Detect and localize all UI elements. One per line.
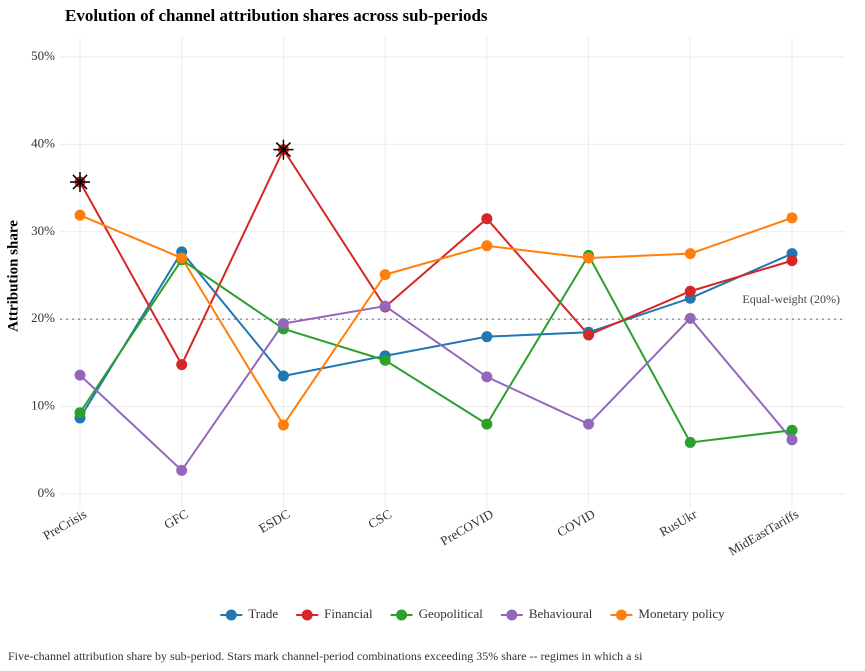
- caption: Five-channel attribution share by sub-pe…: [8, 649, 643, 663]
- data-point: [74, 209, 86, 221]
- data-point: [176, 252, 188, 264]
- legend-marker: [615, 609, 627, 621]
- legend-item: Trade: [220, 606, 278, 621]
- data-point: [786, 212, 798, 224]
- legend-label: Financial: [324, 606, 373, 621]
- data-point: [74, 369, 86, 381]
- data-point: [74, 407, 86, 419]
- legend-item: Behavioural: [500, 606, 593, 621]
- data-point: [684, 248, 696, 260]
- data-point: [277, 318, 289, 330]
- data-point: [176, 464, 188, 476]
- y-tick-label: 40%: [31, 135, 55, 150]
- legend-label: Behavioural: [529, 606, 593, 621]
- star-marker: [70, 171, 90, 192]
- reference-label: Equal-weight (20%): [742, 292, 840, 306]
- legend-marker: [506, 609, 518, 621]
- data-point: [481, 213, 493, 225]
- series-line: [79, 250, 793, 419]
- star-stroke: [72, 174, 88, 190]
- data-point: [379, 354, 391, 366]
- legend-item: Financial: [296, 606, 373, 621]
- data-point: [481, 240, 493, 252]
- star-stroke: [275, 142, 292, 158]
- data-point: [786, 434, 798, 446]
- data-point: [481, 371, 493, 383]
- data-point: [481, 418, 493, 430]
- chart-title: Evolution of channel attribution shares …: [65, 6, 488, 25]
- data-point: [583, 329, 595, 341]
- data-point: [786, 424, 798, 436]
- y-tick-label: 50%: [31, 48, 55, 63]
- legend-label: Geopolitical: [419, 606, 484, 621]
- data-point: [481, 331, 493, 343]
- data-point: [786, 255, 798, 267]
- data-point: [583, 418, 595, 430]
- legend-marker: [396, 609, 408, 621]
- legend-marker: [301, 609, 313, 621]
- y-axis-label: Attribution share: [5, 220, 21, 332]
- legend-marker: [225, 609, 237, 621]
- data-point: [684, 285, 696, 297]
- data-point: [277, 419, 289, 431]
- y-tick-label: 20%: [31, 310, 55, 325]
- legend-item: Geopolitical: [390, 606, 484, 621]
- data-point: [379, 269, 391, 281]
- legend-item: Monetary policy: [610, 606, 725, 621]
- series-line: [79, 214, 793, 427]
- y-tick-label: 0%: [38, 485, 56, 500]
- star-marker: [273, 139, 294, 160]
- series-line: [79, 147, 793, 367]
- data-point: [684, 436, 696, 448]
- data-point: [277, 370, 289, 382]
- data-point: [379, 300, 391, 312]
- series-line: [79, 305, 793, 472]
- data-point: [176, 359, 188, 371]
- data-point: [684, 312, 696, 324]
- legend-label: Trade: [248, 606, 278, 621]
- legend-label: Monetary policy: [638, 606, 725, 621]
- series-line: [79, 253, 793, 444]
- y-tick-label: 10%: [31, 398, 55, 413]
- data-point: [583, 252, 595, 264]
- y-tick-label: 30%: [31, 223, 55, 238]
